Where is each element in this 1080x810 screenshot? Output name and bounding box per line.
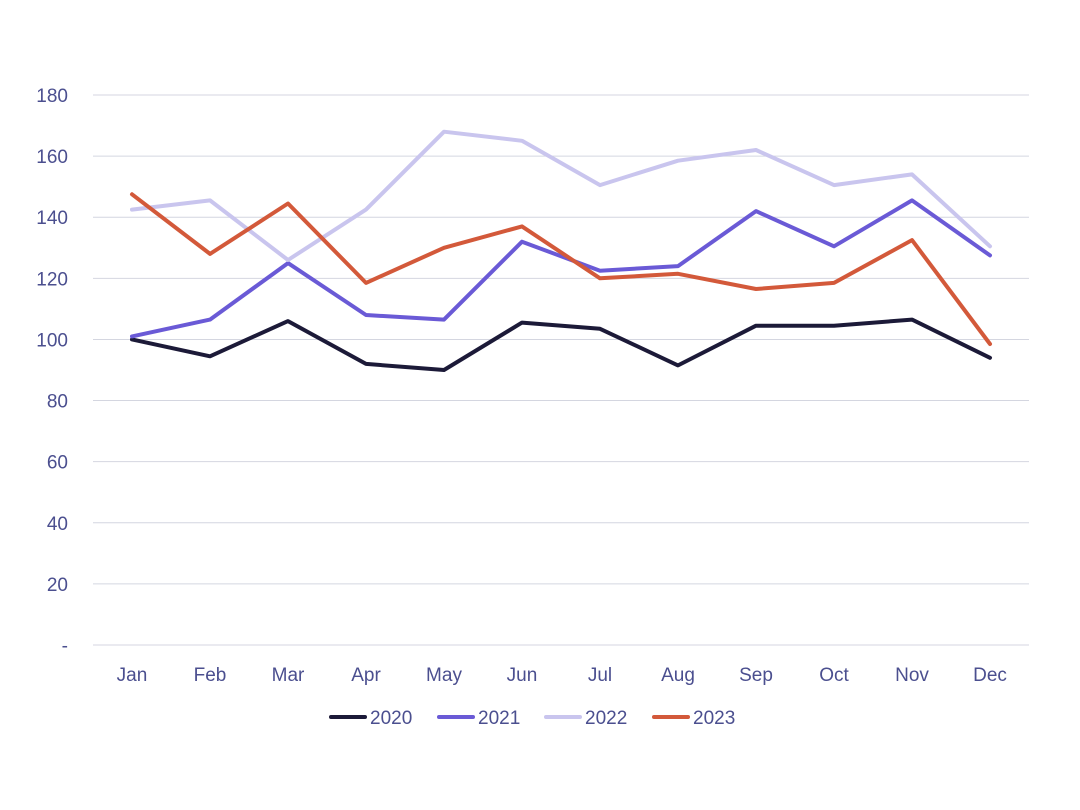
x-tick-label: Jan <box>117 665 148 686</box>
series-line-2020 <box>130 317 992 372</box>
y-tick-label: 180 <box>36 86 68 107</box>
legend-label-2020: 2020 <box>370 708 412 729</box>
legend: 2020 2021 2022 2023 <box>329 708 735 729</box>
y-tick-label: 80 <box>47 392 68 413</box>
y-tick-label: 160 <box>36 147 68 168</box>
x-tick-label: Sep <box>739 665 773 686</box>
y-tick-label: 40 <box>47 514 68 535</box>
y-tick-label: 120 <box>36 269 68 290</box>
x-tick-label: Nov <box>895 665 929 686</box>
y-tick-label: 60 <box>47 453 68 474</box>
y-tick-label: 20 <box>47 575 68 596</box>
x-axis: Jan Feb Mar Apr May Jun Jul Aug Sep Oct Nov Dec <box>117 665 1007 686</box>
x-tick-label: May <box>426 665 462 686</box>
series-line-2023 <box>130 192 992 346</box>
x-tick-label: Oct <box>819 665 849 686</box>
y-tick-label: - <box>62 636 68 657</box>
x-tick-label: Apr <box>351 665 381 686</box>
x-tick-label: Dec <box>973 665 1007 686</box>
y-tick-label: 100 <box>36 330 68 351</box>
y-tick-label: 140 <box>36 208 68 229</box>
legend-label-2023: 2023 <box>693 708 735 729</box>
x-tick-label: Aug <box>661 665 695 686</box>
series-line-2022 <box>130 129 992 262</box>
series-lines <box>130 129 992 372</box>
x-tick-label: Feb <box>194 665 227 686</box>
series-line-2021 <box>130 198 992 339</box>
x-tick-label: Jun <box>507 665 538 686</box>
x-tick-label: Mar <box>272 665 305 686</box>
x-tick-label: Jul <box>588 665 612 686</box>
y-axis: - 20 40 60 80 100 120 140 160 180 <box>36 86 68 657</box>
legend-label-2022: 2022 <box>585 708 627 729</box>
legend-label-2021: 2021 <box>478 708 520 729</box>
